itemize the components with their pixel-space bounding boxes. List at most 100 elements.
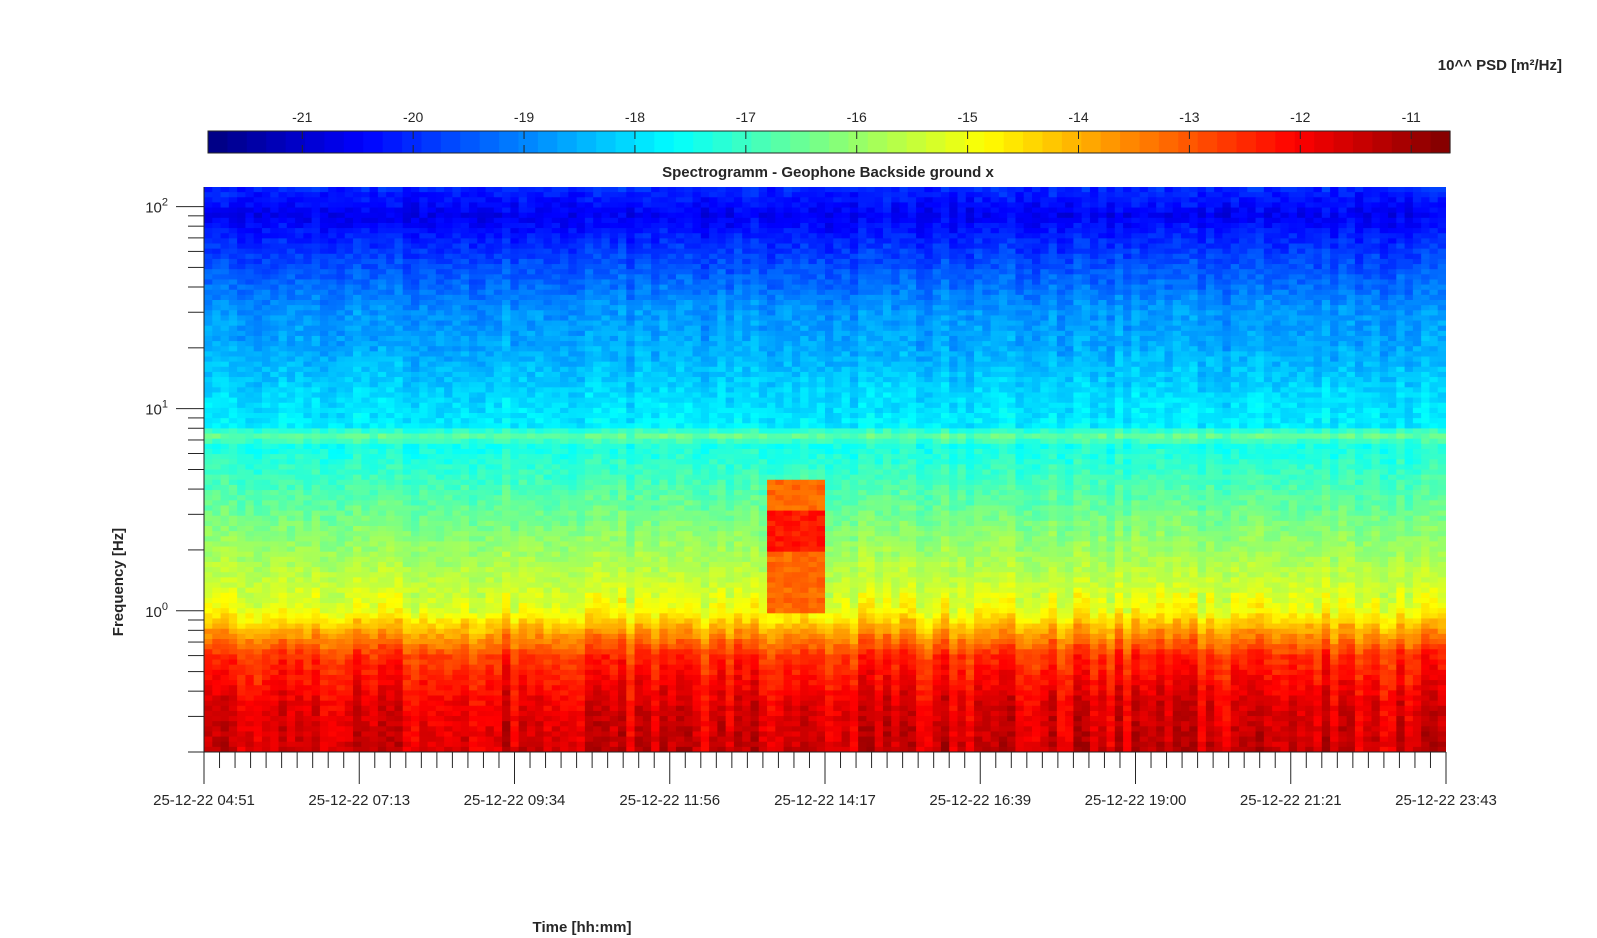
heatmap-cell (1321, 330, 1331, 337)
heatmap-cell (344, 243, 354, 250)
heatmap-cell (957, 284, 967, 291)
heatmap-cell (1379, 258, 1389, 265)
colorbar-cell (576, 131, 597, 153)
heatmap-cell (1288, 253, 1298, 260)
heatmap-cell (1123, 258, 1132, 265)
heatmap-cell (560, 192, 569, 198)
heatmap-cell (825, 335, 834, 342)
heatmap-cell (402, 284, 412, 291)
heatmap-cell (270, 264, 280, 270)
heatmap-cell (361, 202, 371, 209)
heatmap-cell (1404, 325, 1414, 332)
heatmap-cell (675, 315, 685, 322)
heatmap-cell (1313, 233, 1323, 239)
heatmap-cell (642, 228, 652, 234)
heatmap-cell (750, 346, 760, 352)
heatmap-cell (675, 238, 685, 245)
heatmap-cell (377, 217, 387, 224)
heatmap-cell (998, 305, 1008, 311)
heatmap-cell (444, 192, 453, 198)
heatmap-cell (1263, 279, 1273, 286)
heatmap-cell (601, 192, 611, 198)
heatmap-cell (427, 192, 437, 198)
heatmap-cell (626, 300, 636, 306)
heatmap-cell (593, 228, 603, 234)
heatmap-cell (1429, 335, 1439, 342)
heatmap-cell (800, 274, 810, 281)
heatmap-cell (460, 202, 470, 209)
heatmap-cell (1123, 310, 1132, 317)
heatmap-cell (204, 253, 213, 260)
heatmap-cell (1330, 346, 1339, 352)
heatmap-cell (1222, 320, 1232, 327)
heatmap-cell (940, 253, 950, 260)
heatmap-cell (684, 222, 694, 229)
heatmap-cell (692, 233, 702, 239)
heatmap-cell (311, 197, 321, 204)
heatmap-cell (833, 228, 843, 234)
heatmap-cell (882, 346, 892, 352)
heatmap-cell (634, 289, 644, 296)
heatmap-cell (1338, 187, 1348, 193)
heatmap-cell (477, 279, 487, 286)
heatmap-cell (311, 192, 321, 198)
heatmap-cell (377, 284, 387, 291)
heatmap-cell (642, 284, 652, 291)
heatmap-cell (932, 300, 942, 306)
heatmap-cell (1429, 212, 1439, 219)
heatmap-cell (808, 202, 818, 209)
heatmap-cell (286, 320, 296, 327)
heatmap-cell (468, 187, 478, 193)
heatmap-cell (700, 289, 710, 296)
heatmap-cell (411, 284, 420, 291)
heatmap-cell (1437, 294, 1446, 301)
heatmap-cell (1338, 284, 1348, 291)
heatmap-cell (882, 233, 892, 239)
heatmap-cell (1296, 228, 1306, 234)
heatmap-cell (535, 330, 545, 337)
heatmap-cell (700, 279, 710, 286)
heatmap-cell (369, 187, 379, 193)
heatmap-cell (468, 264, 478, 270)
heatmap-cell (237, 258, 246, 265)
heatmap-cell (518, 217, 528, 224)
heatmap-cell (1330, 300, 1339, 306)
heatmap-cell (1205, 197, 1215, 204)
heatmap-cell (816, 207, 826, 214)
heatmap-cell (1040, 253, 1050, 260)
heatmap-cell (601, 341, 611, 347)
heatmap-cell (808, 351, 818, 358)
heatmap-cell (543, 264, 553, 270)
heatmap-cell (916, 335, 925, 342)
heatmap-cell (742, 325, 752, 332)
heatmap-cell (949, 217, 959, 224)
heatmap-cell (1255, 341, 1265, 347)
heatmap-cell (328, 294, 338, 301)
heatmap-cell (1247, 315, 1257, 322)
heatmap-cell (584, 207, 594, 214)
heatmap-cell (1023, 335, 1033, 342)
heatmap-cell (675, 248, 685, 255)
heatmap-cell (1313, 269, 1323, 275)
heatmap-cell (1363, 264, 1373, 270)
heatmap-cell (767, 294, 776, 301)
heatmap-cell (849, 330, 859, 337)
heatmap-cell (1255, 279, 1265, 286)
heatmap-cell (270, 212, 280, 219)
heatmap-cell (435, 253, 445, 260)
heatmap-cell (767, 207, 776, 214)
heatmap-cell (1139, 330, 1149, 337)
heatmap-cell (1065, 264, 1074, 270)
heatmap-cell (1379, 207, 1389, 214)
heatmap-cell (775, 341, 785, 347)
heatmap-cell (361, 274, 371, 281)
heatmap-cell (1429, 330, 1439, 337)
heatmap-cell (733, 310, 743, 317)
heatmap-cell (336, 305, 346, 311)
heatmap-cell (518, 341, 528, 347)
heatmap-cell (858, 351, 867, 358)
heatmap-cell (1321, 279, 1331, 286)
heatmap-cell (758, 330, 768, 337)
heatmap-cell (659, 202, 669, 209)
heatmap-cell (228, 279, 238, 286)
